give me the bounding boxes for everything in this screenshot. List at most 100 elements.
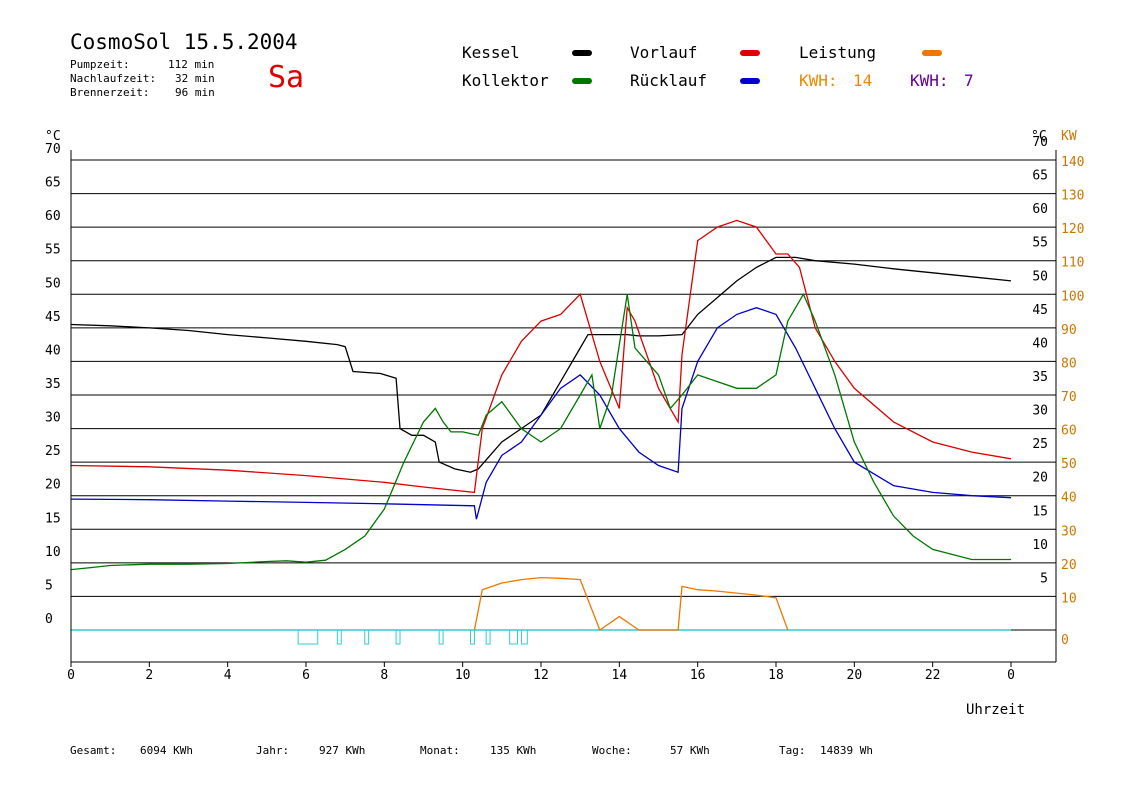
x-tick-label-3: 6 (302, 668, 310, 683)
week-value: 57 KWh (670, 744, 710, 757)
y-right-tick-label-30: 30 (1032, 404, 1048, 419)
y-tick-label-40: 40 (45, 343, 61, 358)
pump-intervals (297, 629, 528, 645)
pump-interval-6 (485, 629, 491, 645)
legend-kessel: Kessel (462, 43, 520, 62)
total-label: Gesamt: (70, 744, 117, 757)
kw-tick-label-80: 80 (1061, 356, 1077, 371)
after-run-time-label: Nachlaufzeit: (70, 72, 157, 85)
legend-kessel-swatch (572, 50, 592, 56)
y-tick-label-70: 70 (45, 142, 61, 157)
x-axis-label: Uhrzeit (966, 702, 1025, 718)
x-tick-label-10: 20 (847, 668, 863, 683)
kw-tick-label-50: 50 (1061, 457, 1077, 472)
y-tick-label-55: 55 (45, 243, 61, 258)
year-value: 927 KWh (319, 744, 366, 757)
x-tick-label-11: 22 (925, 668, 941, 683)
y-right-tick-label-15: 15 (1032, 504, 1048, 519)
weekday-label: Sa (268, 60, 305, 95)
legend-leistung-swatch (922, 50, 942, 56)
y-right-tick-label-5: 5 (1040, 571, 1048, 586)
y-tick-label-30: 30 (45, 411, 61, 426)
pump-time-value: 112 min (168, 58, 215, 71)
y-tick-label-35: 35 (45, 377, 61, 392)
series-ruecklauf (70, 307, 1012, 520)
series-vorlauf (70, 219, 1012, 494)
month-label: Monat: (420, 744, 460, 757)
y-right-tick-label-35: 35 (1032, 370, 1048, 385)
pump-interval-3 (395, 629, 401, 645)
legend-kwh1-label: KWH: (799, 71, 838, 90)
y-right-tick-label-70: 70 (1032, 135, 1048, 150)
y-axis-label-right: °C (1031, 129, 1047, 144)
kw-tick-label-30: 30 (1061, 524, 1077, 539)
x-tick-label-0: 0 (67, 668, 75, 683)
day-total-value: 14839 Wh (820, 744, 873, 757)
kw-tick-label-90: 90 (1061, 323, 1077, 338)
kw-tick-label-10: 10 (1061, 591, 1077, 606)
day-total-label: Tag: (779, 744, 806, 757)
y-right-tick-label-10: 10 (1032, 538, 1048, 553)
legend-vorlauf: Vorlauf (630, 43, 698, 62)
chart-grid (71, 159, 1056, 631)
legend-kwh2-value: 7 (964, 71, 974, 90)
y-axis-label-kw: KW (1061, 129, 1077, 144)
pump-interval-7 (509, 629, 518, 645)
pump-interval-8 (520, 629, 528, 645)
y-tick-label-50: 50 (45, 276, 61, 291)
y-tick-label-10: 10 (45, 545, 61, 560)
x-tick-label-8: 16 (690, 668, 706, 683)
y-right-tick-label-25: 25 (1032, 437, 1048, 452)
kw-tick-label-60: 60 (1061, 424, 1077, 439)
pump-time-label: Pumpzeit: (70, 58, 130, 71)
y-tick-label-65: 65 (45, 176, 61, 191)
y-right-tick-label-65: 65 (1032, 169, 1048, 184)
kw-tick-label-100: 100 (1061, 289, 1084, 304)
legend-vorlauf-swatch (740, 50, 760, 56)
x-tick-label-5: 10 (455, 668, 471, 683)
week-label: Woche: (592, 744, 632, 757)
burner-time-label: Brennerzeit: (70, 86, 150, 99)
y-right-tick-label-60: 60 (1032, 202, 1048, 217)
pump-interval-4 (438, 629, 444, 645)
x-tick-label-4: 8 (380, 668, 388, 683)
y-right-tick-label-55: 55 (1032, 236, 1048, 251)
series-kollektor (70, 292, 1011, 571)
pump-interval-0 (297, 629, 319, 645)
legend-kollektor-swatch (572, 78, 592, 84)
kw-tick-label-110: 110 (1061, 256, 1084, 271)
chart-title: CosmoSol 15.5.2004 (70, 30, 298, 54)
legend-ruecklauf: Rücklauf (630, 71, 708, 90)
burner-time-value: 96 min (175, 86, 215, 99)
series-kessel (70, 256, 1012, 473)
legend-ruecklauf-swatch (740, 78, 760, 84)
series-leistung (473, 576, 789, 632)
kw-tick-label-140: 140 (1061, 155, 1084, 170)
y-tick-label-60: 60 (45, 209, 61, 224)
kw-tick-label-20: 20 (1061, 558, 1077, 573)
total-value: 6094 KWh (140, 744, 193, 757)
after-run-time-value: 32 min (175, 72, 215, 85)
x-tick-label-6: 12 (533, 668, 549, 683)
kw-tick-label-120: 120 (1061, 222, 1084, 237)
kw-tick-label-0: 0 (1061, 633, 1069, 648)
x-tick-label-9: 18 (768, 668, 784, 683)
kw-tick-label-130: 130 (1061, 189, 1084, 204)
y-tick-label-20: 20 (45, 478, 61, 493)
x-tick-label-12: 0 (1007, 668, 1015, 683)
chart-axes: 0510152025303540455055606570510152025303… (45, 135, 1084, 683)
y-right-tick-label-20: 20 (1032, 471, 1048, 486)
y-right-tick-label-40: 40 (1032, 336, 1048, 351)
chart-series (70, 219, 1012, 632)
pump-interval-2 (364, 629, 370, 645)
y-right-tick-label-50: 50 (1032, 269, 1048, 284)
year-label: Jahr: (256, 744, 290, 757)
x-tick-label-2: 4 (224, 668, 232, 683)
kw-tick-label-40: 40 (1061, 491, 1077, 506)
x-tick-label-1: 2 (145, 668, 153, 683)
y-axis-label-left: °C (45, 129, 61, 144)
legend-leistung: Leistung (799, 43, 877, 62)
y-tick-label-15: 15 (45, 511, 61, 526)
legend-kollektor: Kollektor (462, 71, 549, 90)
kw-tick-label-70: 70 (1061, 390, 1077, 405)
